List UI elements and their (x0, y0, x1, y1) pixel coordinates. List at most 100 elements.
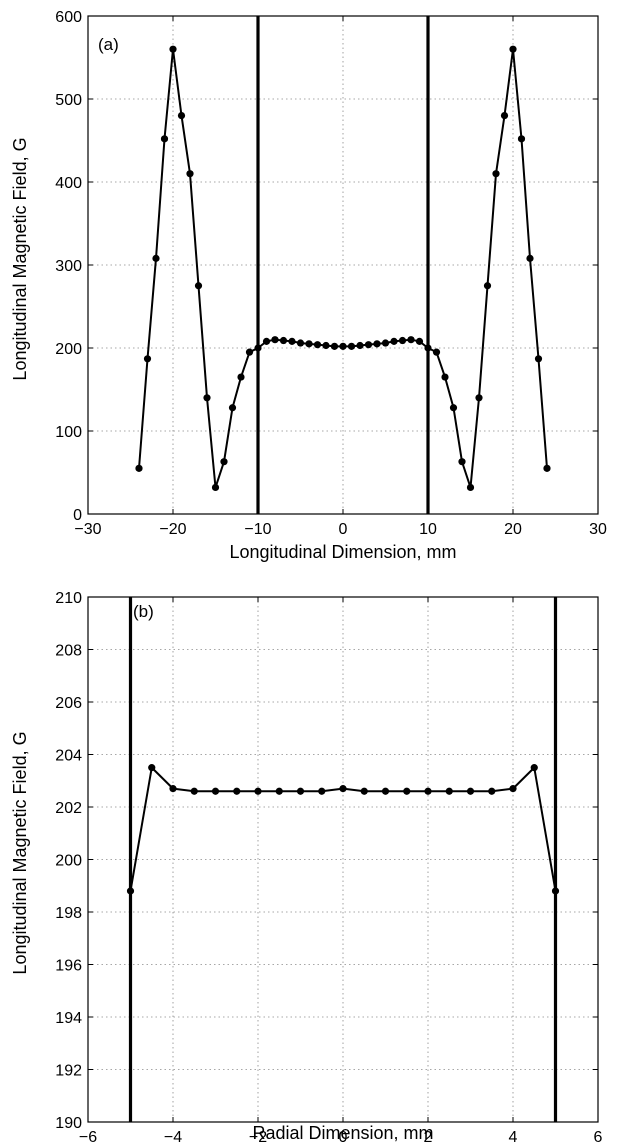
chart-b-ytick-label: 194 (55, 1010, 82, 1027)
chart-b-ytick-label: 202 (55, 800, 82, 817)
chart-a-data-point (211, 483, 220, 492)
chart-a-data-point (492, 170, 500, 178)
chart-a-data-point (169, 45, 177, 53)
chart-a-xlabel: Longitudinal Dimension, mm (229, 542, 456, 562)
chart-a-data-point (143, 355, 152, 363)
chart-a-ytick-label: 100 (55, 424, 82, 441)
chart-a-data-point (424, 344, 432, 352)
chart-b-xtick-label: −4 (164, 1129, 182, 1144)
chart-a-ytick-label: 0 (73, 507, 82, 524)
chart-b-xtick-label: −2 (249, 1129, 267, 1144)
chart-b-data-point (148, 764, 156, 772)
chart-a-data-point (160, 135, 169, 143)
chart-b-ytick-label: 200 (55, 853, 82, 870)
chart-a-panel-label: (a) (98, 35, 119, 54)
chart-b-data-point (466, 787, 475, 795)
chart-a-xtick-label: 10 (419, 521, 437, 538)
chart-a-data-point (177, 112, 186, 120)
chart-b-data-point (126, 887, 135, 895)
chart-b-ytick-label: 192 (55, 1063, 82, 1080)
chart-b-data-point (509, 785, 517, 793)
chart-b-data-point (551, 887, 560, 895)
chart-a-data-point (296, 339, 305, 347)
chart-b-data-point (360, 787, 368, 795)
chart-a-data-point (152, 254, 160, 262)
chart-b-xtick-label: 0 (339, 1129, 348, 1144)
chart-b-xtick-label: 2 (424, 1129, 433, 1144)
chart-a-data-point (407, 336, 415, 344)
chart-a-data-point (313, 341, 322, 349)
chart-a-xtick-label: 0 (339, 521, 348, 538)
chart-a-data-point (432, 348, 441, 356)
chart-a-data-point (186, 170, 194, 178)
chart-b-ytick-label: 198 (55, 905, 82, 922)
chart-b-data-point (403, 787, 411, 795)
chart-b-data-point (233, 787, 241, 795)
chart-a-data-point (364, 341, 373, 349)
chart-b-ytick-label: 210 (55, 590, 82, 607)
chart-b-data-point (211, 787, 220, 795)
chart-b-data-point (339, 785, 347, 793)
chart-b-ytick-label: 206 (55, 695, 82, 712)
chart-a-data-point (194, 282, 203, 290)
chart-b-ytick-label: 196 (55, 958, 82, 975)
chart-b-xlabel: Radial Dimension, mm (252, 1123, 433, 1143)
chart-a-ytick-label: 200 (55, 341, 82, 358)
chart-a-data-point (509, 45, 517, 53)
chart-a-data-point (441, 373, 449, 381)
chart-a-data-point (347, 342, 356, 350)
chart-a-data-point (398, 336, 407, 345)
chart-a-xtick-label: −10 (244, 521, 271, 538)
chart-b-data-point (488, 787, 496, 795)
chart-a-data-point (279, 336, 288, 345)
chart-b-ylabel: Longitudinal Magnetic Field, G (10, 731, 30, 974)
chart-b-data-point (381, 787, 390, 795)
chart-a-data-point (466, 483, 475, 492)
chart-a-data-point (534, 355, 543, 363)
chart-panel-b: −6 −4 −2 0 2 4 6 190 192 194 196 198 200 202 204 206 208… (10, 590, 603, 1144)
chart-a-data-point (305, 340, 313, 348)
chart-b-data-point (530, 764, 538, 772)
chart-b-data-point (190, 787, 198, 795)
chart-b-ytick-label: 204 (55, 748, 82, 765)
chart-a-xtick-label: −20 (159, 521, 186, 538)
chart-a-data-point (517, 135, 526, 143)
chart-a-data-point (330, 342, 339, 350)
chart-a-data-point (458, 458, 466, 466)
chart-b-xtick-label: 4 (509, 1129, 518, 1144)
chart-b-ytick-label: 190 (55, 1115, 82, 1132)
chart-a-data-point (135, 464, 143, 472)
chart-b-data-point (296, 787, 305, 795)
chart-a-data-point (228, 404, 237, 412)
chart-a-data-point (271, 336, 279, 344)
chart-a-data-point (254, 344, 262, 352)
chart-a-ytick-label: 400 (55, 175, 82, 192)
chart-a-xtick-label: 30 (589, 521, 607, 538)
chart-a-data-point (543, 464, 551, 472)
chart-a-xtick-label: 20 (504, 521, 522, 538)
chart-a-ytick-label: 500 (55, 92, 82, 109)
chart-a-data-point (483, 282, 492, 290)
chart-a-data-point (220, 458, 228, 466)
chart-b-xtick-label: 6 (594, 1129, 603, 1144)
chart-a-data-point (390, 337, 398, 345)
chart-a-data-point (526, 254, 534, 262)
chart-a-data-point (449, 404, 458, 412)
chart-a-data-point (322, 341, 330, 350)
chart-b-ytick-label: 208 (55, 643, 82, 660)
chart-a-ytick-label: 300 (55, 258, 82, 275)
chart-b-data-point (445, 787, 453, 795)
chart-a-data-point (415, 337, 424, 345)
chart-b-data-point (424, 787, 432, 795)
chart-a-ylabel: Longitudinal Magnetic Field, G (10, 137, 30, 380)
chart-a-xtick-label: −30 (74, 521, 101, 538)
chart-a-data-point (245, 348, 254, 356)
chart-b-panel-label: (b) (133, 602, 154, 621)
chart-a-data-point (339, 342, 347, 350)
chart-a-data-point (373, 340, 381, 348)
chart-a-data-point (262, 337, 271, 345)
chart-a-data-point (237, 373, 245, 381)
chart-a-data-point (203, 394, 211, 402)
chart-b-data-point (318, 787, 326, 795)
